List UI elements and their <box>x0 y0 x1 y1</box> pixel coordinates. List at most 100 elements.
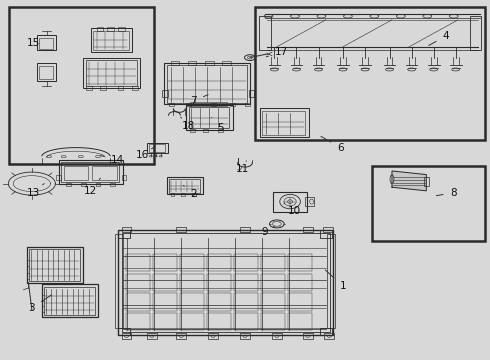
Bar <box>147 333 157 339</box>
Bar <box>303 227 313 232</box>
Bar <box>167 177 203 194</box>
Bar <box>180 254 204 271</box>
Bar <box>186 103 191 106</box>
Bar <box>147 143 168 153</box>
Bar <box>218 129 223 132</box>
Bar <box>327 234 335 328</box>
Bar <box>64 166 88 180</box>
Bar <box>126 293 150 311</box>
Bar <box>153 254 177 271</box>
Bar <box>118 230 130 238</box>
Bar <box>288 254 312 271</box>
Bar <box>261 254 285 271</box>
Bar <box>208 333 218 339</box>
Text: 9: 9 <box>261 226 274 237</box>
Bar <box>288 313 312 330</box>
Bar <box>118 230 333 335</box>
Bar <box>42 284 98 317</box>
Text: 15: 15 <box>26 38 47 51</box>
Bar <box>122 233 330 332</box>
Bar <box>59 160 122 184</box>
Bar <box>118 86 123 90</box>
Bar <box>169 179 200 193</box>
Bar <box>126 274 150 291</box>
Bar <box>234 274 258 291</box>
Bar <box>260 108 309 137</box>
Text: 8: 8 <box>437 188 457 198</box>
Bar <box>92 166 117 180</box>
Text: 1: 1 <box>325 270 346 291</box>
Text: 13: 13 <box>26 184 44 198</box>
Bar <box>205 61 214 65</box>
Bar <box>29 249 80 281</box>
Bar <box>122 175 126 180</box>
Bar <box>83 58 140 88</box>
Bar <box>126 313 150 330</box>
Bar <box>126 254 150 271</box>
Bar <box>162 90 168 97</box>
Bar <box>39 66 53 79</box>
Bar <box>110 183 115 186</box>
Bar <box>149 144 165 152</box>
Bar <box>222 61 231 65</box>
Bar <box>207 274 231 291</box>
Bar <box>153 274 177 291</box>
Bar <box>93 31 129 50</box>
Bar <box>167 65 247 103</box>
Bar <box>97 27 103 31</box>
Bar <box>288 274 312 291</box>
Bar <box>203 129 208 132</box>
Bar <box>153 313 177 330</box>
Text: 11: 11 <box>236 161 249 174</box>
Bar <box>211 103 216 106</box>
Bar <box>262 111 305 135</box>
Bar <box>91 28 132 52</box>
Bar <box>81 183 86 186</box>
Bar <box>234 293 258 311</box>
Bar <box>470 16 481 50</box>
Bar <box>245 103 250 106</box>
Bar <box>107 27 114 31</box>
Bar <box>61 162 119 182</box>
Bar <box>272 333 282 339</box>
Bar <box>230 103 235 106</box>
Bar <box>190 129 195 132</box>
Bar <box>192 193 196 196</box>
Text: 7: 7 <box>190 95 208 106</box>
Text: 4: 4 <box>429 31 449 45</box>
Bar <box>171 61 179 65</box>
Bar <box>122 227 131 232</box>
Text: 18: 18 <box>181 117 196 131</box>
Bar <box>259 16 271 50</box>
Bar <box>37 35 56 50</box>
Bar <box>122 333 131 339</box>
Bar <box>66 183 71 186</box>
Bar <box>305 197 314 206</box>
Bar <box>324 333 334 339</box>
Bar <box>118 328 130 335</box>
Bar <box>207 313 231 330</box>
Bar <box>176 333 186 339</box>
Bar <box>118 27 125 31</box>
Bar <box>273 192 307 212</box>
Text: 17: 17 <box>266 47 289 57</box>
Bar <box>234 254 258 271</box>
Text: 16: 16 <box>135 148 153 160</box>
Bar <box>164 63 250 104</box>
Bar <box>234 313 258 330</box>
Bar <box>372 166 485 241</box>
Bar <box>261 293 285 311</box>
Bar <box>186 105 233 130</box>
Bar <box>37 63 56 81</box>
Bar <box>39 38 53 49</box>
Bar <box>303 333 313 339</box>
Text: 10: 10 <box>284 203 300 216</box>
Bar <box>207 293 231 311</box>
Bar <box>27 247 83 283</box>
Bar <box>240 333 250 339</box>
Bar <box>181 193 185 196</box>
Bar <box>261 313 285 330</box>
Bar <box>323 227 333 232</box>
Bar <box>44 287 95 315</box>
Bar <box>180 274 204 291</box>
